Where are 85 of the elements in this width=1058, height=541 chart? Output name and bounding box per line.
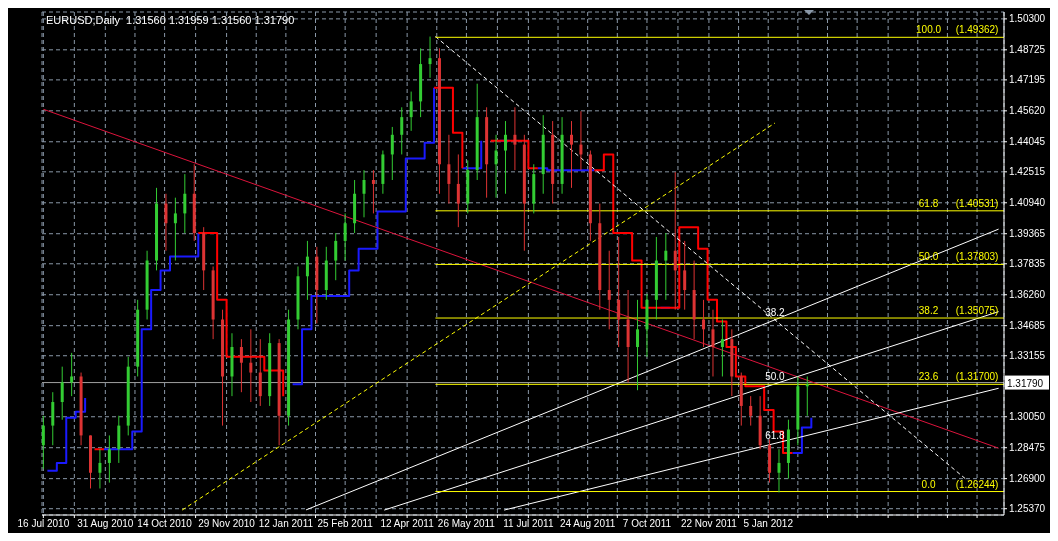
y-tick-label: 1.28475 (1009, 442, 1046, 454)
candlestick (239, 338, 243, 393)
candlestick (249, 328, 253, 403)
annotation: (1.35075) (955, 305, 999, 317)
candlestick (362, 169, 366, 218)
x-tick-label: 12 Apr 2011 (380, 518, 435, 530)
candlestick (570, 120, 573, 189)
y-tick-label: 1.42515 (1009, 166, 1046, 178)
y-tick-label: 1.37835 (1009, 258, 1046, 270)
x-tick-label: 7 Oct 2011 (622, 518, 672, 530)
y-tick-label: 1.36260 (1009, 289, 1046, 301)
annotation: 100.0 (916, 24, 942, 36)
candlestick (164, 193, 168, 252)
candlestick (98, 448, 102, 489)
candlestick (60, 366, 64, 421)
x-tick-label: 31 Aug 2010 (77, 518, 134, 530)
x-tick-label: 5 Jan 2012 (743, 518, 794, 530)
candlestick (409, 91, 413, 132)
annotation: 38.2 (918, 305, 939, 317)
candlestick (428, 36, 432, 79)
candlestick (173, 197, 177, 262)
y-tick-label: 1.45620 (1009, 105, 1046, 117)
x-tick-label: 12 Jan 2011 (258, 518, 314, 530)
candlestick (617, 236, 621, 348)
candlestick (805, 375, 809, 417)
annotation: 61.8 (918, 197, 939, 209)
candlestick (683, 240, 687, 311)
candlestick (258, 338, 262, 407)
annotation: 23.6 (918, 371, 939, 383)
candlestick (41, 415, 45, 470)
candlestick (579, 110, 583, 171)
candlestick (183, 173, 187, 234)
x-tick-label: 22 Nov 2011 (680, 518, 738, 530)
x-tick-label: 25 Feb 2011 (317, 518, 374, 530)
x-tick-label: 24 Aug 2011 (559, 518, 616, 530)
candlestick (343, 212, 347, 262)
candlestick (702, 299, 706, 348)
candlestick (371, 169, 375, 214)
y-tick-label: 1.33155 (1009, 350, 1046, 362)
candlestick (711, 309, 715, 377)
y-tick-label: 1.25370 (1009, 503, 1046, 515)
annotation: 0.0 (921, 478, 936, 490)
candlestick (456, 153, 460, 228)
candlestick (664, 232, 668, 301)
candlestick (51, 391, 55, 446)
candlestick (513, 106, 517, 171)
annotation: (1.40531) (955, 197, 999, 209)
candlestick (494, 134, 498, 199)
x-tick-label: 14 Oct 2010 (137, 518, 193, 530)
candlestick (777, 448, 781, 493)
candlestick (107, 434, 111, 484)
y-tick-label: 1.40940 (1009, 197, 1046, 209)
candlestick (673, 171, 677, 311)
y-tick-label: 1.50300 (1009, 13, 1046, 25)
y-tick-label: 1.39365 (1009, 228, 1046, 240)
candlestick (390, 126, 394, 181)
ref-line-label: 1.31790 (1007, 377, 1044, 389)
y-tick-label: 1.34685 (1009, 320, 1046, 332)
candlestick (636, 299, 640, 391)
annotation: (1.31700) (955, 371, 999, 383)
candlestick (503, 120, 507, 195)
candlestick (607, 250, 611, 330)
candlestick (70, 352, 74, 397)
y-tick-label: 1.47195 (1009, 74, 1046, 86)
candlestick (749, 395, 753, 427)
x-tick-label: 29 Nov 2010 (198, 518, 256, 530)
x-tick-label: 16 Jul 2010 (17, 518, 70, 530)
candlestick (117, 415, 121, 464)
x-tick-label: 11 Jul 2011 (503, 518, 554, 530)
candlestick (400, 106, 404, 155)
y-tick-label: 1.30050 (1009, 411, 1046, 423)
candlestick (720, 319, 724, 377)
candlestick (447, 134, 451, 205)
y-tick-label: 1.44045 (1009, 136, 1046, 148)
annotation: 38.2 (765, 306, 786, 318)
annotation: (1.49362) (955, 24, 999, 36)
annotation: (1.37803) (955, 251, 999, 263)
x-tick-label: 26 May 2011 (437, 518, 496, 530)
candlestick (305, 240, 309, 301)
candlestick (334, 232, 338, 281)
annotation: (1.26244) (955, 478, 999, 490)
y-tick-label: 1.26900 (1009, 473, 1046, 485)
y-tick-label: 1.48725 (1009, 44, 1046, 56)
annotation: 50.0 (765, 370, 786, 382)
chart-title: EURUSD,Daily 1.31560 1.31959 1.31560 1.31790 (46, 14, 295, 26)
